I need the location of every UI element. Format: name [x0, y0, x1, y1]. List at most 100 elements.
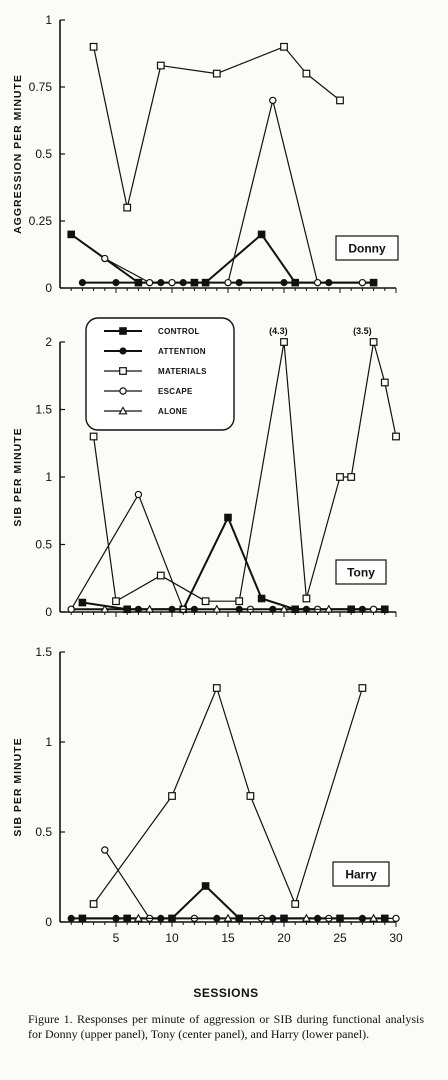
y-tick-label: 1.5 — [35, 403, 52, 417]
series-control — [79, 883, 388, 922]
y-tick-label: 1 — [45, 13, 52, 27]
annotation: (3.5) — [353, 326, 372, 336]
point-attention — [68, 915, 74, 921]
y-tick-label: 0.5 — [35, 825, 52, 839]
y-axis-label: SIB PER MINUTE — [12, 737, 24, 836]
legend-label: ALONE — [158, 407, 188, 416]
panel-label: Harry — [345, 868, 377, 882]
point-materials — [214, 70, 221, 77]
y-tick-label: 0.75 — [29, 80, 53, 94]
point-escape — [270, 97, 276, 103]
point-escape — [68, 606, 74, 612]
x-tick-label: 30 — [389, 931, 403, 945]
x-tick-label: 25 — [333, 931, 347, 945]
x-tick-label: 15 — [221, 931, 235, 945]
point-materials — [90, 44, 97, 51]
point-materials — [247, 793, 254, 800]
point-materials — [348, 474, 355, 481]
point-control — [202, 883, 209, 890]
point-attention — [281, 280, 287, 286]
point-materials — [214, 685, 221, 692]
series-line-control — [82, 886, 384, 918]
point-materials — [359, 685, 366, 692]
point-attention — [113, 280, 119, 286]
point-escape — [371, 606, 377, 612]
legend-label: ESCAPE — [158, 387, 193, 396]
point-materials — [202, 598, 209, 605]
point-escape — [147, 280, 153, 286]
point-materials — [236, 598, 243, 605]
point-escape — [169, 280, 175, 286]
panel-donny: 0 0.25 0.5 0.75 1 AGGRESSION PER MINUTE Donny — [12, 13, 398, 295]
point-materials — [281, 339, 288, 346]
x-tick-label: 10 — [165, 931, 179, 945]
x-axis-label: SESSIONS — [193, 986, 258, 1000]
point-escape — [359, 280, 365, 286]
panel-label: Tony — [347, 566, 375, 580]
series-line-escape — [105, 100, 363, 282]
series-line-materials — [94, 688, 363, 904]
legend-marker — [120, 328, 127, 335]
y-tick-label: 0.5 — [35, 147, 52, 161]
series-control — [68, 231, 377, 286]
legend: CONTROL ATTENTION MATERIALS ESCAPE ALONE — [86, 318, 234, 430]
x-tick-label: 20 — [277, 931, 291, 945]
point-escape — [102, 255, 108, 261]
point-control — [382, 606, 389, 613]
point-materials — [303, 595, 310, 602]
y-tick-label: 1 — [45, 735, 52, 749]
series-materials — [90, 44, 343, 211]
point-attention — [79, 280, 85, 286]
point-materials — [337, 97, 344, 104]
point-control — [258, 595, 265, 602]
point-materials — [169, 793, 176, 800]
legend-label: MATERIALS — [158, 367, 207, 376]
point-materials — [370, 339, 377, 346]
y-tick-label: 0.25 — [29, 214, 53, 228]
point-materials — [90, 433, 97, 440]
point-materials — [382, 379, 389, 386]
annotation: (4.3) — [269, 326, 288, 336]
point-materials — [292, 901, 299, 908]
y-tick-label: 0.5 — [35, 538, 52, 552]
y-axis-label: SIB PER MINUTE — [12, 427, 24, 526]
legend-marker — [120, 368, 127, 375]
point-attention — [236, 280, 242, 286]
point-control — [68, 231, 75, 238]
panel-label: Donny — [348, 242, 386, 256]
point-control — [258, 231, 265, 238]
series-materials — [90, 685, 365, 908]
point-control — [79, 599, 86, 606]
legend-label: ATTENTION — [158, 347, 206, 356]
point-materials — [158, 572, 165, 579]
y-tick-label: 2 — [45, 335, 52, 349]
point-materials — [303, 70, 310, 77]
y-tick-label: 1 — [45, 470, 52, 484]
point-materials — [337, 474, 344, 481]
panel-harry: 0 0.5 1 1.5 5 10 15 20 25 30 SIB PER MINUTE Harry — [12, 645, 403, 945]
y-tick-label: 0 — [45, 281, 52, 295]
point-attention — [371, 280, 377, 286]
series-escape — [102, 97, 366, 285]
point-materials — [158, 62, 165, 69]
series-line-escape — [71, 495, 373, 610]
point-materials — [113, 598, 120, 605]
point-materials — [124, 204, 131, 211]
legend-marker — [120, 348, 126, 354]
y-tick-label: 0 — [45, 915, 52, 929]
y-tick-label: 0 — [45, 605, 52, 619]
point-escape — [225, 280, 231, 286]
point-materials — [281, 44, 288, 51]
y-axis-label: AGGRESSION PER MINUTE — [12, 74, 24, 234]
y-tick-label: 1.5 — [35, 645, 52, 659]
point-materials — [90, 901, 97, 908]
point-escape — [315, 280, 321, 286]
point-escape — [102, 847, 108, 853]
x-tick-label: 5 — [113, 931, 120, 945]
point-escape — [393, 915, 399, 921]
point-materials — [393, 433, 400, 440]
legend-label: CONTROL — [158, 327, 200, 336]
point-attention — [113, 915, 119, 921]
legend-marker — [120, 388, 126, 394]
series-line-control — [71, 234, 373, 282]
